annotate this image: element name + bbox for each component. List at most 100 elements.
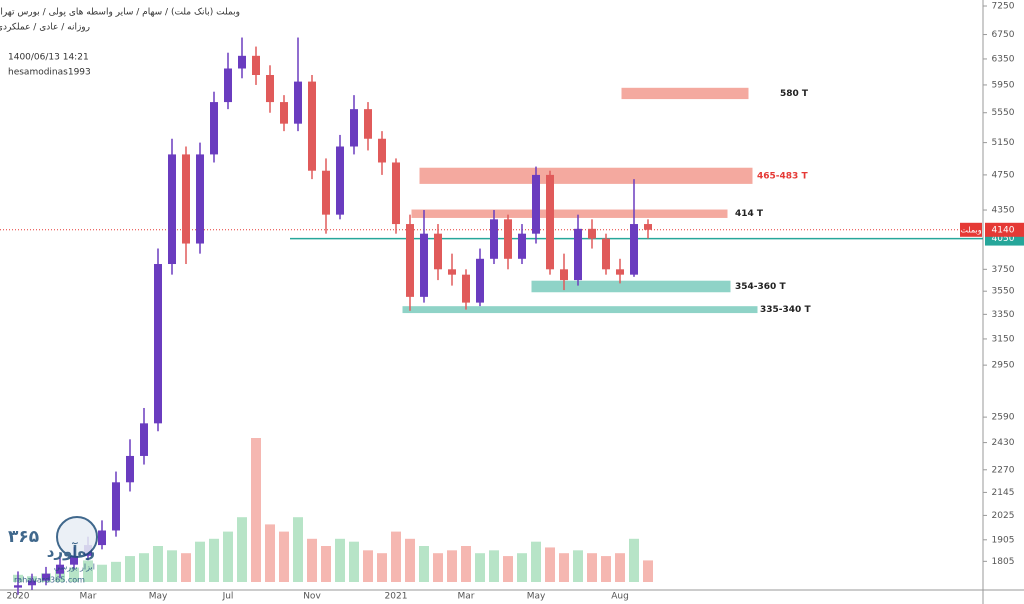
x-tick-label: Mar [458, 592, 475, 602]
zone [419, 167, 753, 184]
axes-layer: 1805 1905 2025 2145 2270 2430 2590 2950 3150 3350… [7, 2, 1024, 602]
volume-bar [629, 538, 639, 582]
volume-bar [447, 550, 457, 582]
candle-body [98, 530, 106, 546]
candle-body [154, 264, 162, 424]
y-tick-label: 2590 [992, 413, 1015, 423]
user-name: hesamodinas1993 [8, 68, 91, 78]
candle-body [294, 81, 302, 124]
x-tick-label: Jul [222, 592, 234, 602]
volume-bar [83, 560, 93, 582]
volume-bar [475, 553, 485, 582]
volume-bar [335, 538, 345, 582]
price-badge [985, 222, 1024, 237]
volume-bar [587, 553, 597, 582]
symbol-badge-label: وبملت [960, 225, 981, 234]
zone [402, 306, 758, 314]
volume-bar [377, 553, 387, 582]
candle-body [434, 233, 442, 270]
volume-bar [419, 546, 429, 582]
y-tick-label: 2430 [992, 438, 1015, 448]
candle-body [280, 102, 288, 124]
candle-body [532, 174, 540, 234]
volume-bar [615, 553, 625, 582]
candle-body [266, 74, 274, 103]
candle-body [28, 580, 36, 586]
candle-body [392, 162, 400, 225]
candle-body [364, 109, 372, 139]
volume-bar [265, 524, 275, 582]
zones-layer: 580 T 465-483 T 414 T 354-360 T 335-340 T [0, 87, 983, 315]
candle-body [322, 170, 330, 215]
zone-label: 465-483 T [757, 171, 808, 181]
x-tick-label: Nov [303, 592, 321, 602]
volume-bar [279, 531, 289, 582]
candle-body [574, 228, 582, 281]
y-tick-label: 6350 [992, 54, 1015, 64]
volume-bar [125, 556, 135, 582]
volume-bar [545, 547, 555, 582]
volume-bar [237, 517, 247, 582]
volume-bar [153, 546, 163, 582]
x-tick-label: 2021 [385, 592, 408, 602]
volume-bar [97, 564, 107, 582]
candle-body [588, 228, 596, 239]
candle-body [490, 219, 498, 259]
candle-body [448, 269, 456, 275]
volume-bar [573, 550, 583, 582]
volume-bar [643, 560, 653, 582]
y-tick-label: 4750 [992, 170, 1015, 180]
y-tick-label: 2270 [992, 465, 1015, 475]
volume-layer [13, 438, 653, 582]
candle-body [350, 109, 358, 147]
candle-body [546, 174, 554, 270]
y-tick-label: 5150 [992, 138, 1015, 148]
candle-body [476, 258, 484, 303]
candle-body [518, 233, 526, 259]
volume-bar [363, 550, 373, 582]
x-tick-label: Mar [80, 592, 97, 602]
candle-body [42, 573, 50, 581]
y-tick-label: 7250 [992, 2, 1015, 12]
volume-bar [251, 438, 261, 582]
x-tick-label: May [527, 592, 546, 602]
candle-body [630, 224, 638, 275]
date-time: 1400/06/13 14:21 [8, 53, 89, 63]
watermark-digits: ۳۶۵ [8, 527, 39, 547]
volume-bar [531, 541, 541, 582]
candle-body [420, 233, 428, 297]
volume-bar [559, 553, 569, 582]
chart-title: وبملت (بانک ملت) / سهام / سایر واسطه های… [0, 8, 240, 18]
candle-body [168, 154, 176, 265]
zone [531, 280, 731, 293]
watermark-tagline: ابزار بورسی [54, 563, 95, 572]
candle-body [644, 224, 652, 230]
volume-bar [223, 531, 233, 582]
zone-label: 580 T [780, 89, 809, 99]
volume-bar [461, 546, 471, 582]
candle-body [210, 102, 218, 155]
volume-bar [517, 553, 527, 582]
y-tick-label: 5950 [992, 80, 1015, 90]
candle-body [238, 55, 246, 69]
volume-bar [391, 531, 401, 582]
candle-body [182, 154, 190, 244]
chart-subtitle: روزانه / عادی / عملکردی [0, 23, 90, 33]
zone [621, 87, 749, 100]
candle-body [406, 224, 414, 297]
y-tick-label: 5550 [992, 108, 1015, 118]
candle-body [126, 455, 134, 483]
volume-bar [349, 541, 359, 582]
candle-body [70, 555, 78, 565]
volume-bar [307, 538, 317, 582]
y-tick-label: 3550 [992, 287, 1015, 297]
volume-bar [433, 553, 443, 582]
y-tick-label: 2145 [992, 488, 1015, 498]
zone-label: 414 T [735, 209, 764, 219]
watermark-brand: ره‌آورد [47, 543, 95, 561]
y-tick-label: 3750 [992, 265, 1015, 275]
candle-body [112, 482, 120, 531]
